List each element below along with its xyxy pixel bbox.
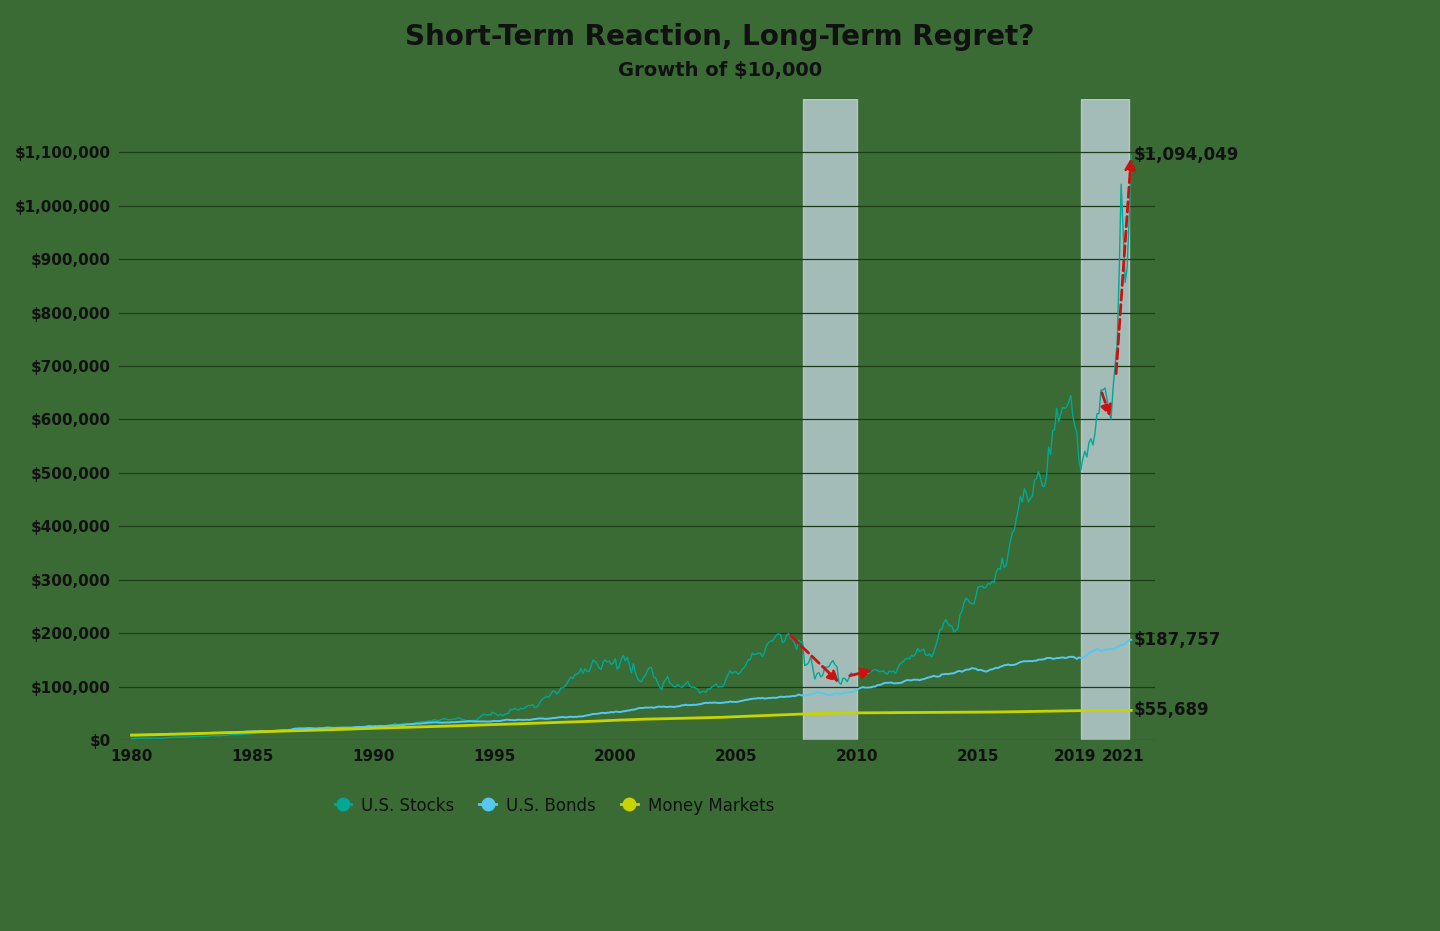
Bar — [802, 99, 857, 740]
Text: $187,757: $187,757 — [1135, 631, 1221, 649]
Text: $55,689: $55,689 — [1135, 701, 1210, 720]
Bar — [1081, 99, 1129, 740]
Text: Short-Term Reaction, Long-Term Regret?: Short-Term Reaction, Long-Term Regret? — [405, 23, 1035, 51]
Legend: U.S. Stocks, U.S. Bonds, Money Markets: U.S. Stocks, U.S. Bonds, Money Markets — [328, 790, 780, 822]
Text: $1,094,049: $1,094,049 — [1135, 146, 1240, 165]
Text: Growth of $10,000: Growth of $10,000 — [618, 61, 822, 79]
